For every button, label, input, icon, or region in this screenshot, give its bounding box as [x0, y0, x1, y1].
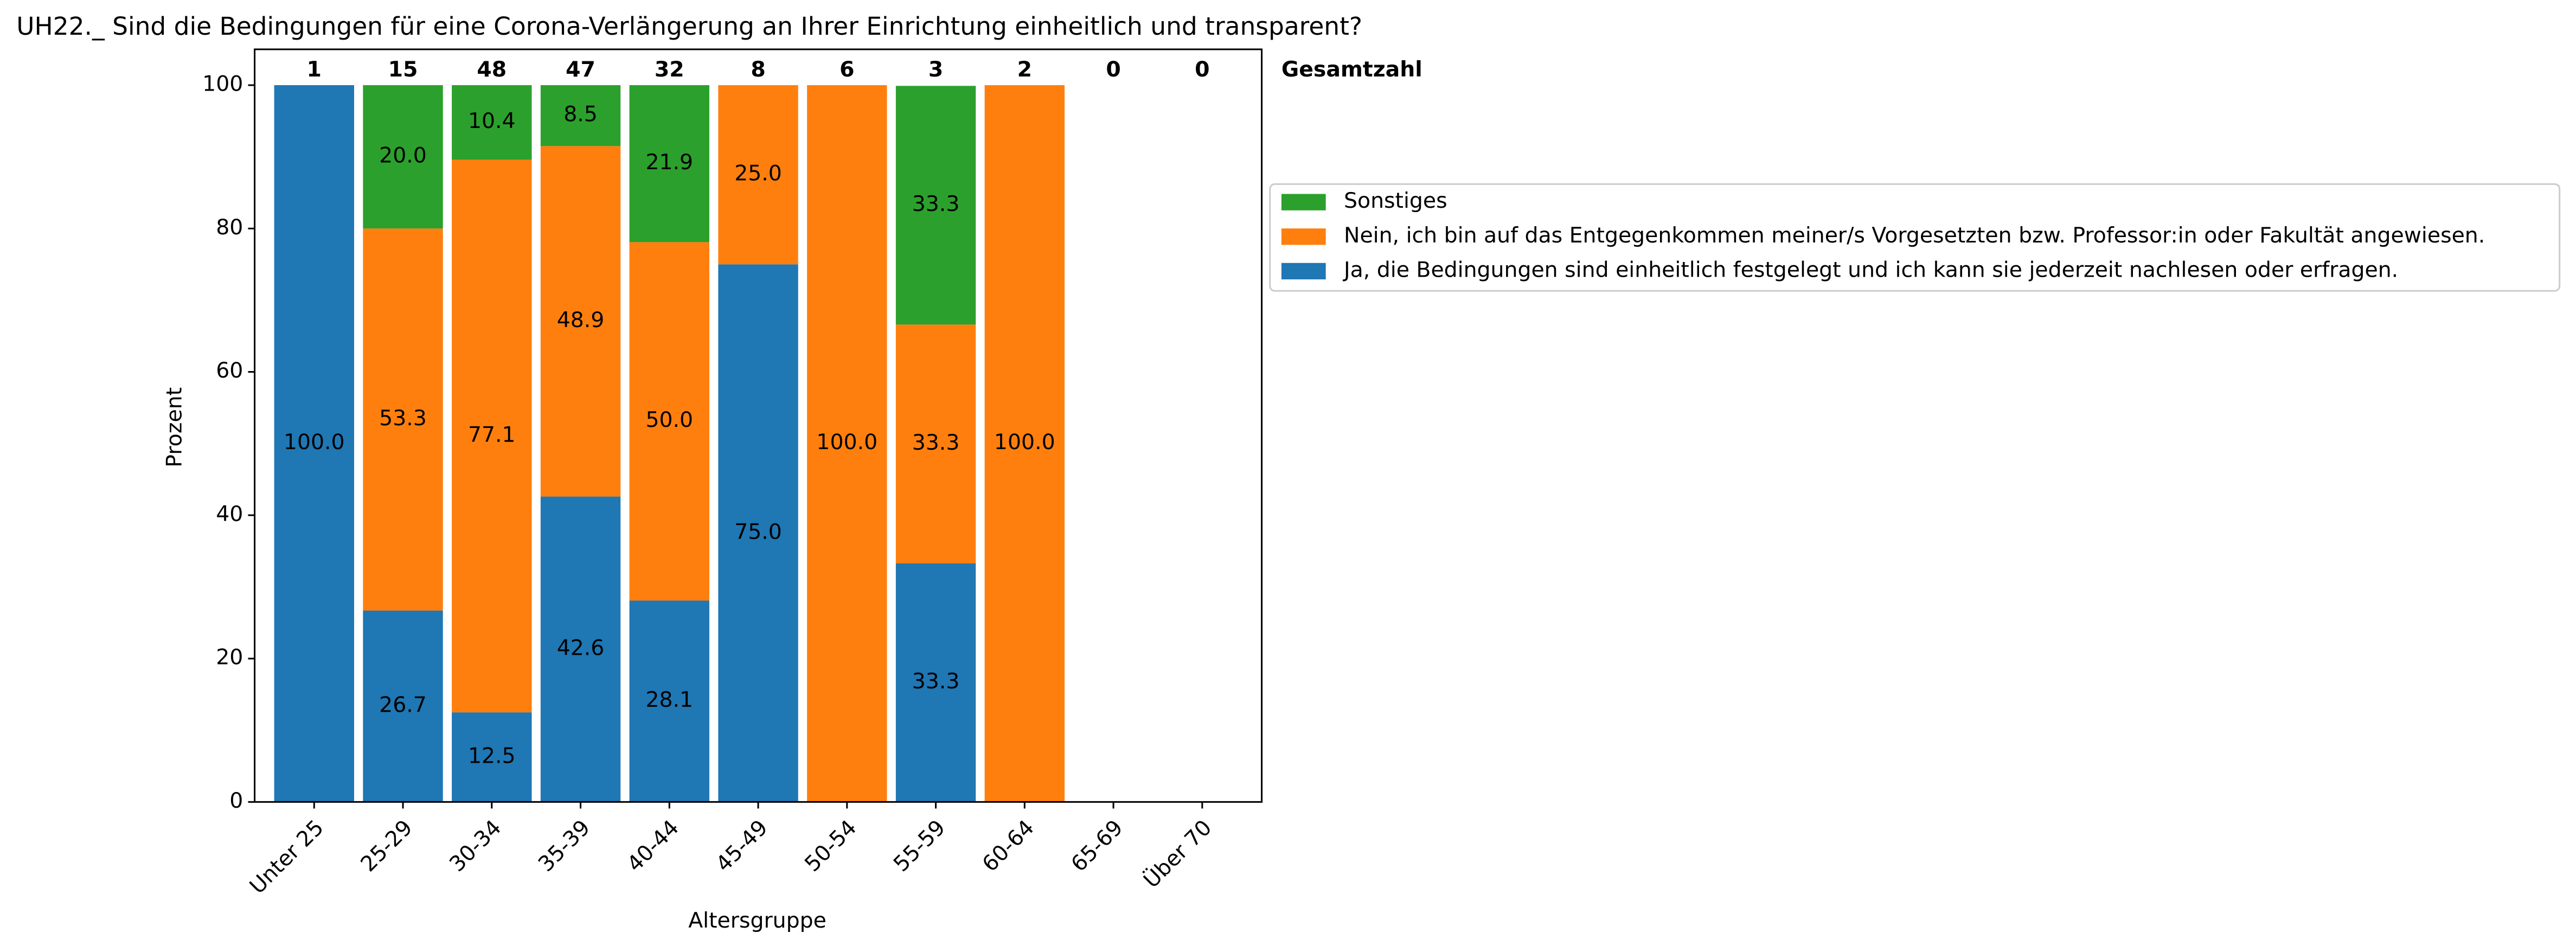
value-label: 33.3: [912, 669, 960, 694]
value-label: 28.1: [645, 687, 693, 712]
y-tick-label: 80: [216, 215, 243, 240]
bar-segment: [452, 159, 532, 713]
y-axis-label: Prozent: [162, 387, 187, 468]
value-label: 48.9: [557, 308, 605, 333]
legend-label: Ja, die Bedingungen sind einheitlich fes…: [1342, 257, 2398, 282]
value-label: 25.0: [734, 161, 782, 186]
x-axis-label: Altersgruppe: [688, 908, 826, 933]
total-label: 0: [1195, 57, 1209, 82]
value-label: 42.6: [557, 635, 605, 660]
y-tick-label: 40: [216, 501, 243, 526]
value-label: 53.3: [379, 406, 427, 431]
legend-swatch: [1281, 263, 1326, 280]
legend: Sonstiges Nein, ich bin auf das Entgegenk…: [1269, 183, 2561, 292]
legend-swatch: [1281, 228, 1326, 245]
total-label: 8: [751, 57, 765, 82]
total-label: 15: [388, 57, 418, 82]
value-label: 8.5: [563, 102, 598, 127]
value-label: 20.0: [379, 143, 427, 168]
value-label: 100.0: [816, 430, 877, 455]
value-label: 75.0: [734, 519, 782, 544]
y-tick-label: 100: [202, 72, 243, 97]
bar-segment: [452, 85, 532, 160]
value-label: 10.4: [468, 108, 516, 133]
totals-header: Gesamtzahl: [1281, 57, 1422, 82]
bar-segment: [718, 264, 798, 802]
bar-segment: [540, 85, 621, 146]
plot-frame: [254, 48, 1263, 803]
value-label: 50.0: [645, 407, 693, 432]
bar-segment: [895, 86, 976, 325]
value-label: 33.3: [912, 430, 960, 455]
bar-segment: [452, 712, 532, 802]
bar-segment: [629, 600, 709, 802]
bar-segment: [363, 610, 443, 802]
value-label: 26.7: [379, 692, 427, 717]
bar-segment: [895, 324, 976, 564]
bar-segment: [807, 85, 887, 802]
value-label: 33.3: [912, 191, 960, 216]
legend-label: Nein, ich bin auf das Entgegenkommen mei…: [1344, 223, 2485, 248]
bar-segment: [363, 228, 443, 611]
bar-segment: [718, 85, 798, 265]
bar-segment: [540, 146, 621, 497]
legend-frame: [1269, 183, 2561, 292]
total-label: 1: [307, 57, 322, 82]
value-label: 12.5: [468, 743, 516, 768]
total-label: 48: [477, 57, 507, 82]
bar-segment: [629, 242, 709, 601]
value-label: 77.1: [468, 422, 516, 447]
total-label: 3: [928, 57, 943, 82]
value-label: 21.9: [645, 150, 693, 175]
total-label: 47: [566, 57, 595, 82]
legend-label: Sonstiges: [1344, 188, 1447, 213]
y-tick-label: 0: [229, 788, 243, 813]
bar-segment: [363, 85, 443, 229]
chart-title: UH22._ Sind die Bedingungen für eine Cor…: [16, 12, 1362, 41]
value-label: 100.0: [994, 430, 1055, 455]
total-label: 6: [840, 57, 854, 82]
bar-segment: [629, 85, 709, 242]
value-label: 100.0: [284, 430, 345, 455]
y-tick-label: 60: [216, 358, 243, 383]
legend-swatch: [1281, 194, 1326, 210]
total-label: 2: [1017, 57, 1032, 82]
total-label: 0: [1106, 57, 1120, 82]
total-label: 32: [655, 57, 684, 82]
y-tick-label: 20: [216, 645, 243, 670]
bar-segment: [895, 563, 976, 802]
bar-segment: [984, 85, 1065, 802]
bar-segment: [274, 85, 354, 802]
bar-segment: [540, 496, 621, 802]
